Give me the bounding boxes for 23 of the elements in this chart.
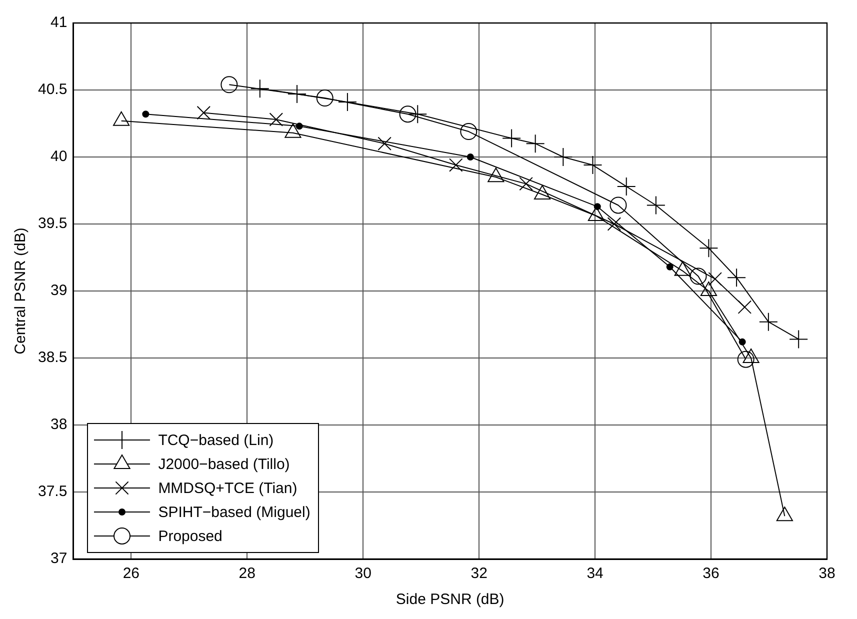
- y-tick-label: 39.5: [38, 215, 68, 232]
- x-tick-label: 34: [586, 565, 604, 582]
- x-tick-label: 26: [122, 565, 140, 582]
- y-tick-label: 39: [50, 282, 68, 300]
- y-tick-label: 38.5: [38, 349, 68, 366]
- x-tick-label: 36: [702, 565, 720, 582]
- x-tick-label: 30: [354, 565, 372, 582]
- y-tick-label: 40: [50, 148, 68, 166]
- legend-label: Proposed: [158, 528, 222, 544]
- x-tick-label: 32: [470, 565, 488, 582]
- x-tick-label: 38: [818, 565, 836, 582]
- x-axis-title: Side PSNR (dB): [396, 591, 504, 608]
- y-tick-label: 41: [50, 14, 68, 32]
- legend-label: SPIHT−based (Miguel): [158, 504, 310, 520]
- y-tick-label: 38: [50, 416, 68, 434]
- legend-label: MMDSQ+TCE (Tian): [158, 480, 298, 496]
- y-axis-title: Central PSNR (dB): [12, 228, 30, 354]
- legend-label: J2000−based (Tillo): [158, 456, 290, 472]
- y-tick-label: 37: [50, 550, 68, 568]
- legend-label: TCQ−based (Lin): [158, 432, 274, 448]
- x-tick-label: 28: [238, 565, 256, 582]
- y-tick-label: 40.5: [38, 81, 68, 98]
- y-tick-label: 37.5: [38, 483, 68, 500]
